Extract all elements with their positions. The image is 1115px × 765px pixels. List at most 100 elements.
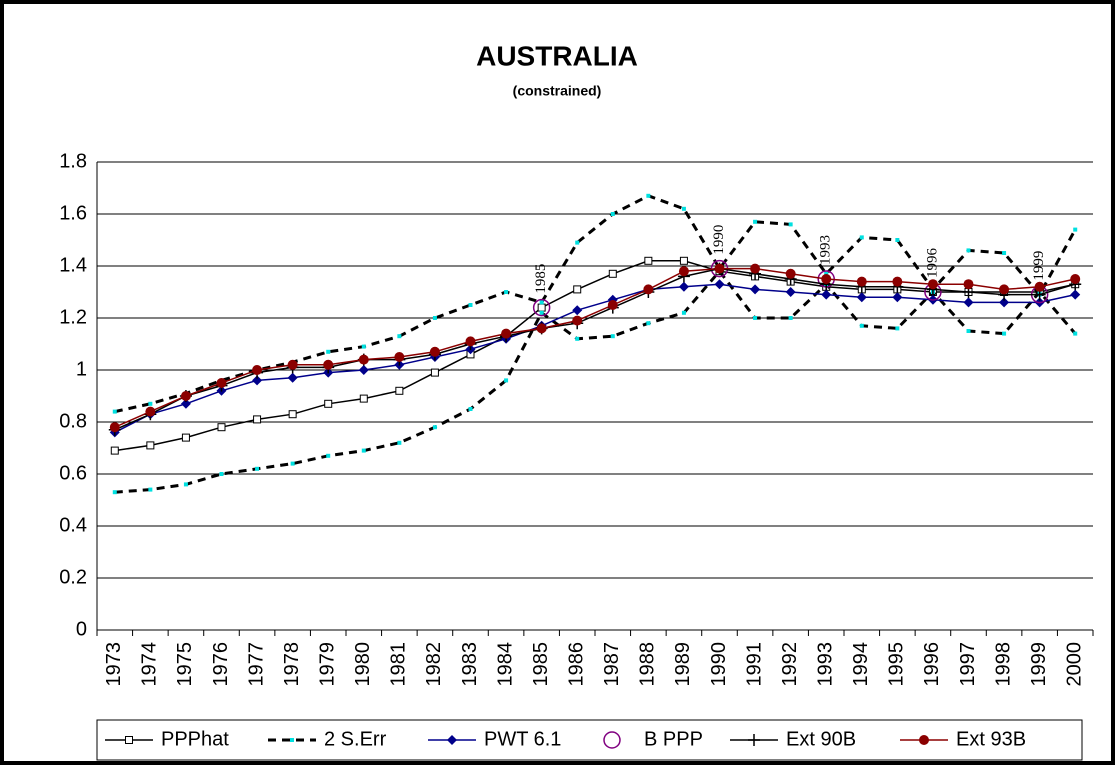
point [359,394,368,403]
point [681,310,686,315]
point [859,323,864,328]
point [821,289,832,300]
point [678,281,689,292]
series-line [114,260,1076,452]
point [999,284,1010,295]
point [966,329,971,333]
point [217,423,226,432]
point [573,285,582,294]
point [326,453,331,458]
point [468,303,473,307]
y-tick-label: 0 [76,618,87,640]
x-tick-label: 2000 [1063,642,1085,687]
point [750,263,761,274]
point [112,490,117,495]
point [572,305,583,316]
y-tick-label: 0.6 [59,462,87,484]
x-tick-label: 1991 [743,642,765,687]
point [358,365,369,375]
x-tick-label: 1983 [459,642,481,687]
x-tick-label: 1999 [1028,642,1050,687]
point [714,279,725,290]
point [892,292,903,303]
point [504,290,509,294]
point [1002,251,1007,255]
x-tick-label: 1989 [672,642,694,687]
point [537,303,546,312]
point [468,407,473,411]
point [252,365,263,375]
point [679,256,688,265]
point [324,399,333,408]
point [326,349,331,354]
point [963,279,974,290]
x-tick-label: 1981 [388,642,410,687]
point [397,334,402,339]
point [539,310,544,315]
series-line [114,194,1077,414]
point [183,482,188,487]
point-label: 1985 [533,264,549,294]
x-tick-label: 1996 [921,642,943,687]
point [465,336,476,347]
point [253,415,262,424]
point [572,315,583,326]
point [148,401,153,406]
point [895,238,900,242]
x-tick-label: 1984 [494,642,516,687]
legend-marker [290,738,294,742]
point [714,263,725,274]
point [180,391,191,401]
x-tick-label: 1975 [174,642,196,687]
point [216,378,227,388]
point [681,206,686,211]
point [753,219,758,224]
legend-marker [447,735,457,745]
point [927,279,938,290]
legend-marker [919,735,929,745]
x-tick-label: 1976 [210,642,232,687]
y-tick-label: 1.6 [59,202,87,224]
point [539,300,544,305]
legend-label: PPPhat [161,728,229,750]
x-tick-label: 1995 [886,642,908,687]
point [750,284,761,295]
legend-label: Ext 90B [786,728,856,750]
point [1070,289,1081,300]
point [1073,331,1078,336]
point [575,240,580,245]
legend-label: B PPP [644,728,703,750]
x-tick-label: 1987 [601,642,623,687]
point [290,461,295,466]
y-tick-label: 0.4 [59,514,87,536]
x-tick-label: 1993 [814,642,836,687]
point [112,409,117,414]
point [644,256,653,265]
point [895,326,900,331]
series-line [114,283,1076,434]
x-tick-label: 1979 [316,642,338,687]
point [429,346,440,357]
y-tick-label: 1 [76,358,87,380]
x-tick-label: 1973 [103,642,125,687]
x-tick-label: 1982 [423,642,445,687]
point [575,336,580,341]
point [608,269,617,278]
legend-label: 2 S.Err [324,728,387,750]
point [785,268,796,279]
point [607,300,618,310]
point [1073,227,1078,232]
x-tick-label: 1986 [565,642,587,687]
legend-marker [748,734,760,746]
y-tick-label: 1.8 [59,150,87,172]
point [432,316,437,320]
point [430,368,439,377]
y-tick-label: 1.4 [59,254,87,276]
point [361,448,366,453]
point-label: 1996 [924,248,940,279]
point [678,266,689,277]
point [219,472,224,476]
point [504,378,509,383]
point [110,446,119,455]
